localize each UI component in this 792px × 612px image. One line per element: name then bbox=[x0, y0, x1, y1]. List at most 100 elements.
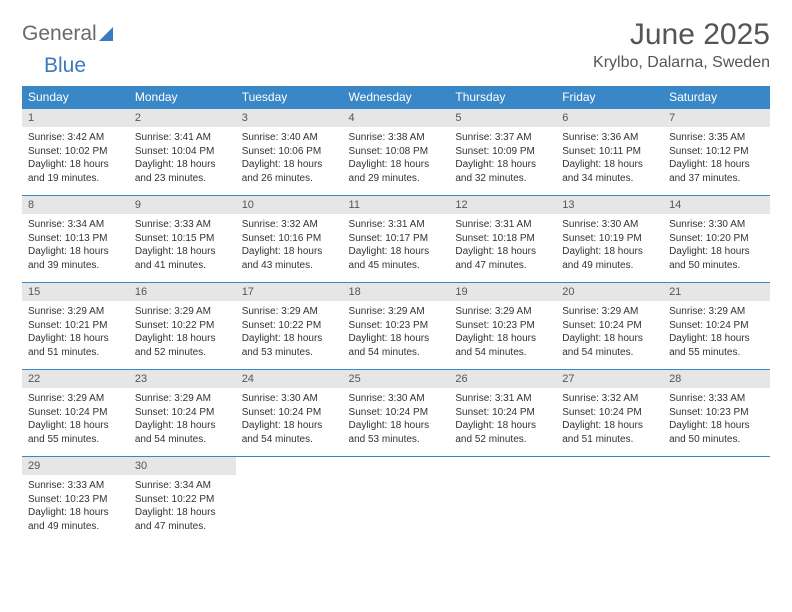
daylight-line: Daylight: 18 hours and 54 minutes. bbox=[455, 333, 536, 358]
daylight-line: Daylight: 18 hours and 37 minutes. bbox=[669, 159, 750, 184]
day-content-cell: Sunrise: 3:32 AMSunset: 10:24 PMDaylight… bbox=[556, 388, 663, 457]
sunset-line: Sunset: 10:22 PM bbox=[135, 320, 215, 331]
sunrise-line: Sunrise: 3:37 AM bbox=[455, 132, 531, 143]
day-number-cell: 26 bbox=[449, 370, 556, 389]
daylight-line: Daylight: 18 hours and 51 minutes. bbox=[562, 420, 643, 445]
sunrise-line: Sunrise: 3:29 AM bbox=[28, 393, 104, 404]
day-content-cell: Sunrise: 3:29 AMSunset: 10:21 PMDaylight… bbox=[22, 301, 129, 370]
daylight-line: Daylight: 18 hours and 49 minutes. bbox=[28, 507, 109, 532]
sunrise-line: Sunrise: 3:31 AM bbox=[349, 219, 425, 230]
day-content-cell bbox=[556, 475, 663, 543]
day-content-cell: Sunrise: 3:30 AMSunset: 10:19 PMDaylight… bbox=[556, 214, 663, 283]
sunrise-line: Sunrise: 3:40 AM bbox=[242, 132, 318, 143]
daylight-line: Daylight: 18 hours and 47 minutes. bbox=[455, 246, 536, 271]
day-content-cell: Sunrise: 3:31 AM Sunset: 10:24 PM Daylight… bbox=[449, 388, 556, 457]
sunset-line: Sunset: 10:12 PM bbox=[669, 146, 749, 157]
day-content-cell: Sunrise: 3:29 AMSunset: 10:24 PMDaylight… bbox=[556, 301, 663, 370]
sunrise-line: Sunrise: 3:30 AM bbox=[562, 219, 638, 230]
day-content-cell: Sunrise: 3:29 AMSunset: 10:24 PMDaylight… bbox=[22, 388, 129, 457]
brand-text-blue: Blue bbox=[44, 54, 86, 77]
sunrise-line: Sunrise: 3:41 AM bbox=[135, 132, 211, 143]
day-number-cell: 27 bbox=[556, 370, 663, 389]
day-number-cell: 28 bbox=[663, 370, 770, 389]
day-number-cell bbox=[449, 457, 556, 476]
day-number-cell: 7 bbox=[663, 109, 770, 128]
sunset-line: Sunset: 10:09 PM bbox=[455, 146, 535, 157]
day-content-cell: Sunrise: 3:33 AMSunset: 10:23 PMDaylight… bbox=[663, 388, 770, 457]
sunrise-line: Sunrise: 3:31 AM bbox=[455, 219, 531, 230]
day-content-row: Sunrise: 3:29 AMSunset: 10:21 PMDaylight… bbox=[22, 301, 770, 370]
sunset-line: Sunset: 10:19 PM bbox=[562, 233, 642, 244]
sunset-line: Sunset: 10:11 PM bbox=[562, 146, 641, 157]
day-content-row: Sunrise: 3:42 AMSunset: 10:02 PMDaylight… bbox=[22, 127, 770, 196]
sunrise-line: Sunrise: 3:35 AM bbox=[669, 132, 745, 143]
day-number-cell bbox=[236, 457, 343, 476]
sunset-line: Sunset: 10:22 PM bbox=[135, 494, 215, 505]
daylight-line: Daylight: 18 hours and 52 minutes. bbox=[135, 333, 216, 358]
day-content-cell: Sunrise: 3:32 AMSunset: 10:16 PMDaylight… bbox=[236, 214, 343, 283]
day-number-row: 22232425262728 bbox=[22, 370, 770, 389]
sail-icon bbox=[99, 27, 113, 41]
day-number-cell: 22 bbox=[22, 370, 129, 389]
daylight-line: Daylight: 18 hours and 29 minutes. bbox=[349, 159, 430, 184]
sunrise-line: Sunrise: 3:34 AM bbox=[28, 219, 104, 230]
day-number-cell: 15 bbox=[22, 283, 129, 302]
day-content-cell: Sunrise: 3:42 AMSunset: 10:02 PMDaylight… bbox=[22, 127, 129, 196]
day-number-row: 2930 bbox=[22, 457, 770, 476]
sunset-line: Sunset: 10:24 PM bbox=[669, 320, 749, 331]
sunrise-line: Sunrise: 3:29 AM bbox=[135, 306, 211, 317]
day-number-row: 891011121314 bbox=[22, 196, 770, 215]
sunrise-line: Sunrise: 3:29 AM bbox=[455, 306, 531, 317]
day-number-cell: 11 bbox=[343, 196, 450, 215]
day-content-cell: Sunrise: 3:29 AM Sunset: 10:23 PM Daylight… bbox=[449, 301, 556, 370]
sunrise-line: Sunrise: 3:29 AM bbox=[242, 306, 318, 317]
day-content-cell: Sunrise: 3:31 AMSunset: 10:17 PMDaylight… bbox=[343, 214, 450, 283]
sunset-line: Sunset: 10:23 PM bbox=[455, 320, 535, 331]
sunset-line: Sunset: 10:24 PM bbox=[455, 407, 535, 418]
brand-logo: General bbox=[22, 22, 113, 46]
sunset-line: Sunset: 10:15 PM bbox=[135, 233, 215, 244]
daylight-line: Daylight: 18 hours and 50 minutes. bbox=[669, 420, 750, 445]
daylight-line: Daylight: 18 hours and 32 minutes. bbox=[455, 159, 536, 184]
sunrise-line: Sunrise: 3:29 AM bbox=[349, 306, 425, 317]
day-content-cell: Sunrise: 3:30 AMSunset: 10:24 PMDaylight… bbox=[236, 388, 343, 457]
sunset-line: Sunset: 10:08 PM bbox=[349, 146, 429, 157]
sunrise-line: Sunrise: 3:31 AM bbox=[455, 393, 531, 404]
location-text: Krylbo, Dalarna, Sweden bbox=[593, 54, 770, 72]
day-number-cell: 10 bbox=[236, 196, 343, 215]
sunrise-line: Sunrise: 3:30 AM bbox=[669, 219, 745, 230]
day-content-cell: Sunrise: 3:34 AMSunset: 10:22 PMDaylight… bbox=[129, 475, 236, 543]
daylight-line: Daylight: 18 hours and 52 minutes. bbox=[455, 420, 536, 445]
sunset-line: Sunset: 10:16 PM bbox=[242, 233, 322, 244]
daylight-line: Daylight: 18 hours and 50 minutes. bbox=[669, 246, 750, 271]
day-content-cell: Sunrise: 3:31 AMSunset: 10:18 PMDaylight… bbox=[449, 214, 556, 283]
day-number-cell: 9 bbox=[129, 196, 236, 215]
sunset-line: Sunset: 10:13 PM bbox=[28, 233, 108, 244]
daylight-line: Daylight: 18 hours and 54 minutes. bbox=[562, 333, 643, 358]
weekday-header: Sunday bbox=[22, 86, 129, 109]
day-number-cell: 13 bbox=[556, 196, 663, 215]
day-content-cell: Sunrise: 3:41 AMSunset: 10:04 PMDaylight… bbox=[129, 127, 236, 196]
day-content-cell: Sunrise: 3:29 AMSunset: 10:24 PMDaylight… bbox=[129, 388, 236, 457]
day-number-cell: 29 bbox=[22, 457, 129, 476]
sunset-line: Sunset: 10:23 PM bbox=[669, 407, 749, 418]
title-block: June 2025 Krylbo, Dalarna, Sweden bbox=[593, 18, 770, 72]
daylight-line: Daylight: 18 hours and 41 minutes. bbox=[135, 246, 216, 271]
sunrise-line: Sunrise: 3:29 AM bbox=[669, 306, 745, 317]
day-content-cell: Sunrise: 3:29 AMSunset: 10:22 PMDaylight… bbox=[236, 301, 343, 370]
day-content-cell: Sunrise: 3:34 AMSunset: 10:13 PMDaylight… bbox=[22, 214, 129, 283]
weekday-header: Saturday bbox=[663, 86, 770, 109]
day-number-cell: 17 bbox=[236, 283, 343, 302]
day-number-cell: 18 bbox=[343, 283, 450, 302]
sunset-line: Sunset: 10:06 PM bbox=[242, 146, 322, 157]
weekday-header: Tuesday bbox=[236, 86, 343, 109]
day-content-row: Sunrise: 3:34 AM Sunset: 10:13 PM Daylight… bbox=[22, 214, 770, 283]
day-number-row: 15161718192021 bbox=[22, 283, 770, 302]
sunrise-line: Sunrise: 3:42 AM bbox=[28, 132, 104, 143]
sunset-line: Sunset: 10:04 PM bbox=[135, 146, 215, 157]
daylight-line: Daylight: 18 hours and 19 minutes. bbox=[28, 159, 109, 184]
sunrise-line: Sunrise: 3:29 AM bbox=[562, 306, 638, 317]
day-content-cell: Sunrise: 3:29 AM Sunset: 10:22 PM Daylight… bbox=[129, 301, 236, 370]
day-content-cell: Sunrise: 3:29 AMSunset: 10:23 PMDaylight… bbox=[343, 301, 450, 370]
day-number-cell bbox=[343, 457, 450, 476]
